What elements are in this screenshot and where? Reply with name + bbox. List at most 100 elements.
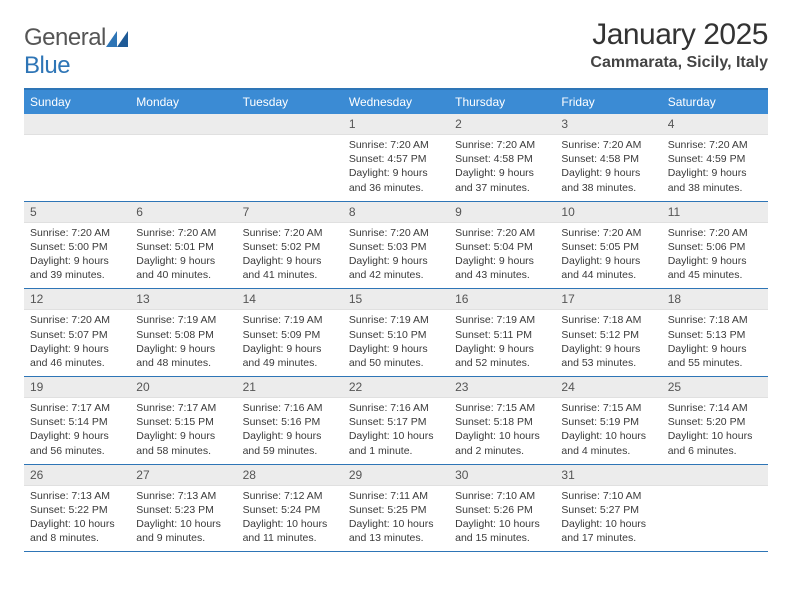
day-body: Sunrise: 7:13 AMSunset: 5:23 PMDaylight:… [130, 486, 236, 552]
day-body: Sunrise: 7:10 AMSunset: 5:26 PMDaylight:… [449, 486, 555, 552]
day-body: Sunrise: 7:16 AMSunset: 5:17 PMDaylight:… [343, 398, 449, 464]
day-cell: 13Sunrise: 7:19 AMSunset: 5:08 PMDayligh… [130, 289, 236, 376]
sunrise-text: Sunrise: 7:10 AM [561, 489, 655, 503]
day-cell: 17Sunrise: 7:18 AMSunset: 5:12 PMDayligh… [555, 289, 661, 376]
daylight-text: Daylight: 9 hours and 49 minutes. [243, 342, 337, 370]
day-body: Sunrise: 7:13 AMSunset: 5:22 PMDaylight:… [24, 486, 130, 552]
sunset-text: Sunset: 5:26 PM [455, 503, 549, 517]
day-cell: 5Sunrise: 7:20 AMSunset: 5:00 PMDaylight… [24, 202, 130, 289]
sunset-text: Sunset: 5:25 PM [349, 503, 443, 517]
sunrise-text: Sunrise: 7:13 AM [136, 489, 230, 503]
weekday-header: Wednesday [343, 90, 449, 114]
sunset-text: Sunset: 5:15 PM [136, 415, 230, 429]
sunset-text: Sunset: 5:07 PM [30, 328, 124, 342]
calendar: Sunday Monday Tuesday Wednesday Thursday… [24, 88, 768, 552]
day-number: 10 [555, 202, 661, 223]
sunset-text: Sunset: 5:18 PM [455, 415, 549, 429]
day-body: Sunrise: 7:20 AMSunset: 4:58 PMDaylight:… [555, 135, 661, 201]
day-cell [662, 465, 768, 552]
day-cell: 28Sunrise: 7:12 AMSunset: 5:24 PMDayligh… [237, 465, 343, 552]
day-cell: 2Sunrise: 7:20 AMSunset: 4:58 PMDaylight… [449, 114, 555, 201]
day-number: 12 [24, 289, 130, 310]
daylight-text: Daylight: 9 hours and 52 minutes. [455, 342, 549, 370]
daylight-text: Daylight: 9 hours and 58 minutes. [136, 429, 230, 457]
sunrise-text: Sunrise: 7:15 AM [561, 401, 655, 415]
day-cell: 23Sunrise: 7:15 AMSunset: 5:18 PMDayligh… [449, 377, 555, 464]
day-number: 31 [555, 465, 661, 486]
sunset-text: Sunset: 4:58 PM [561, 152, 655, 166]
sunrise-text: Sunrise: 7:18 AM [561, 313, 655, 327]
weeks-container: 1Sunrise: 7:20 AMSunset: 4:57 PMDaylight… [24, 114, 768, 552]
day-cell: 26Sunrise: 7:13 AMSunset: 5:22 PMDayligh… [24, 465, 130, 552]
day-number: 30 [449, 465, 555, 486]
logo-word-1: General [24, 24, 106, 51]
daylight-text: Daylight: 10 hours and 6 minutes. [668, 429, 762, 457]
day-number: 26 [24, 465, 130, 486]
weekday-header-row: Sunday Monday Tuesday Wednesday Thursday… [24, 90, 768, 114]
sunrise-text: Sunrise: 7:11 AM [349, 489, 443, 503]
day-body: Sunrise: 7:16 AMSunset: 5:16 PMDaylight:… [237, 398, 343, 464]
day-body: Sunrise: 7:18 AMSunset: 5:13 PMDaylight:… [662, 310, 768, 376]
sunset-text: Sunset: 5:00 PM [30, 240, 124, 254]
sunrise-text: Sunrise: 7:20 AM [349, 226, 443, 240]
sunset-text: Sunset: 5:13 PM [668, 328, 762, 342]
sunset-text: Sunset: 5:27 PM [561, 503, 655, 517]
day-body: Sunrise: 7:14 AMSunset: 5:20 PMDaylight:… [662, 398, 768, 464]
daylight-text: Daylight: 9 hours and 37 minutes. [455, 166, 549, 194]
sunrise-text: Sunrise: 7:19 AM [455, 313, 549, 327]
weekday-header: Friday [555, 90, 661, 114]
day-cell: 16Sunrise: 7:19 AMSunset: 5:11 PMDayligh… [449, 289, 555, 376]
day-number: 23 [449, 377, 555, 398]
sunset-text: Sunset: 4:58 PM [455, 152, 549, 166]
daylight-text: Daylight: 9 hours and 55 minutes. [668, 342, 762, 370]
sunset-text: Sunset: 5:10 PM [349, 328, 443, 342]
day-body: Sunrise: 7:19 AMSunset: 5:10 PMDaylight:… [343, 310, 449, 376]
sunrise-text: Sunrise: 7:20 AM [561, 138, 655, 152]
daylight-text: Daylight: 9 hours and 43 minutes. [455, 254, 549, 282]
sunrise-text: Sunrise: 7:15 AM [455, 401, 549, 415]
day-cell: 30Sunrise: 7:10 AMSunset: 5:26 PMDayligh… [449, 465, 555, 552]
day-cell: 12Sunrise: 7:20 AMSunset: 5:07 PMDayligh… [24, 289, 130, 376]
sunset-text: Sunset: 5:23 PM [136, 503, 230, 517]
day-cell: 27Sunrise: 7:13 AMSunset: 5:23 PMDayligh… [130, 465, 236, 552]
weekday-header: Saturday [662, 90, 768, 114]
day-body: Sunrise: 7:20 AMSunset: 5:07 PMDaylight:… [24, 310, 130, 376]
sunrise-text: Sunrise: 7:10 AM [455, 489, 549, 503]
sunset-text: Sunset: 5:02 PM [243, 240, 337, 254]
daylight-text: Daylight: 9 hours and 59 minutes. [243, 429, 337, 457]
sunrise-text: Sunrise: 7:20 AM [30, 313, 124, 327]
day-body [237, 135, 343, 193]
calendar-page: GeneralBlue January 2025 Cammarata, Sici… [0, 0, 792, 552]
daylight-text: Daylight: 9 hours and 50 minutes. [349, 342, 443, 370]
day-body: Sunrise: 7:20 AMSunset: 4:57 PMDaylight:… [343, 135, 449, 201]
week-row: 19Sunrise: 7:17 AMSunset: 5:14 PMDayligh… [24, 377, 768, 465]
day-body: Sunrise: 7:15 AMSunset: 5:18 PMDaylight:… [449, 398, 555, 464]
day-cell: 24Sunrise: 7:15 AMSunset: 5:19 PMDayligh… [555, 377, 661, 464]
sunset-text: Sunset: 5:08 PM [136, 328, 230, 342]
day-cell [130, 114, 236, 201]
sunrise-text: Sunrise: 7:20 AM [668, 226, 762, 240]
daylight-text: Daylight: 9 hours and 42 minutes. [349, 254, 443, 282]
daylight-text: Daylight: 9 hours and 36 minutes. [349, 166, 443, 194]
day-number: 11 [662, 202, 768, 223]
day-cell: 19Sunrise: 7:17 AMSunset: 5:14 PMDayligh… [24, 377, 130, 464]
day-cell [24, 114, 130, 201]
day-body: Sunrise: 7:17 AMSunset: 5:14 PMDaylight:… [24, 398, 130, 464]
day-cell: 7Sunrise: 7:20 AMSunset: 5:02 PMDaylight… [237, 202, 343, 289]
sunrise-text: Sunrise: 7:19 AM [136, 313, 230, 327]
day-body: Sunrise: 7:15 AMSunset: 5:19 PMDaylight:… [555, 398, 661, 464]
day-body [130, 135, 236, 193]
sunrise-text: Sunrise: 7:12 AM [243, 489, 337, 503]
day-body: Sunrise: 7:18 AMSunset: 5:12 PMDaylight:… [555, 310, 661, 376]
day-body [662, 486, 768, 544]
sunset-text: Sunset: 5:17 PM [349, 415, 443, 429]
daylight-text: Daylight: 9 hours and 40 minutes. [136, 254, 230, 282]
weekday-header: Monday [130, 90, 236, 114]
sunrise-text: Sunrise: 7:20 AM [668, 138, 762, 152]
sunset-text: Sunset: 5:01 PM [136, 240, 230, 254]
day-cell: 25Sunrise: 7:14 AMSunset: 5:20 PMDayligh… [662, 377, 768, 464]
day-cell: 21Sunrise: 7:16 AMSunset: 5:16 PMDayligh… [237, 377, 343, 464]
daylight-text: Daylight: 10 hours and 15 minutes. [455, 517, 549, 545]
day-body: Sunrise: 7:20 AMSunset: 4:59 PMDaylight:… [662, 135, 768, 201]
logo-text: GeneralBlue [24, 24, 128, 80]
